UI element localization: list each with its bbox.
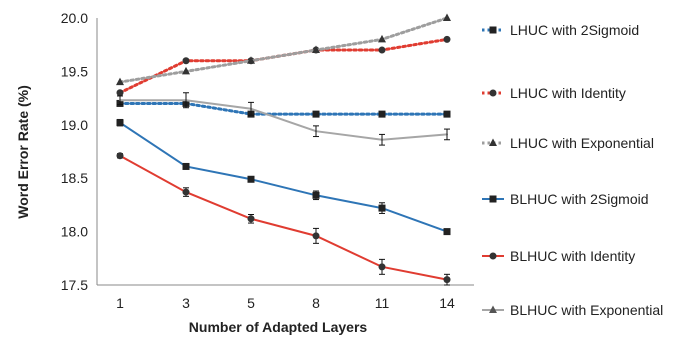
legend-swatch-marker [489, 138, 497, 146]
y-tick-labels: 17.5 18.0 18.5 19.0 19.5 20.0 [61, 10, 88, 293]
series-2 [116, 35, 451, 97]
legend-item: BLHUC with Identity [482, 248, 635, 264]
legend: LHUC with 2Sigmoid LHUC with Identity LHUC… [482, 22, 663, 318]
data-point [378, 46, 386, 54]
legend-swatch-marker [489, 26, 497, 34]
data-point [182, 57, 190, 65]
y-tick-label: 18.5 [61, 170, 88, 186]
data-point [116, 119, 124, 127]
data-point [247, 175, 255, 183]
data-point [312, 110, 320, 118]
data-point [247, 215, 255, 223]
series-1 [116, 99, 451, 118]
legend-label: LHUC with Identity [510, 85, 626, 101]
legend-label: BLHUC with Exponential [510, 302, 663, 318]
legend-item: BLHUC with 2Sigmoid [482, 191, 649, 207]
data-point [443, 110, 451, 118]
legend-label: BLHUC with 2Sigmoid [510, 191, 649, 207]
data-point [247, 56, 255, 64]
y-tick-label: 20.0 [61, 10, 88, 26]
x-tick-labels: 1 3 5 8 11 14 [116, 295, 455, 311]
legend-swatch-marker [489, 195, 497, 203]
series-line [118, 101, 449, 116]
data-point [182, 188, 190, 196]
axes [96, 18, 474, 286]
series-line [119, 99, 448, 141]
y-tick-label: 18.0 [61, 224, 88, 240]
data-point [312, 232, 320, 240]
legend-item: LHUC with Identity [482, 85, 626, 101]
legend-swatch-marker [489, 89, 497, 97]
legend-label: BLHUC with Identity [510, 248, 635, 264]
data-point [182, 66, 190, 75]
y-axis-title: Word Error Rate (%) [15, 85, 31, 219]
legend-item: LHUC with Exponential [482, 135, 654, 151]
data-point [378, 34, 386, 43]
x-tick-label: 8 [312, 295, 320, 311]
series-line [119, 121, 448, 233]
series-5 [116, 152, 451, 286]
y-tick-label: 19.0 [61, 117, 88, 133]
legend-swatch-marker [489, 305, 497, 313]
series-line [118, 16, 449, 84]
data-point [378, 204, 386, 212]
y-tick-label: 17.5 [61, 277, 88, 293]
x-tick-label: 11 [375, 295, 390, 311]
legend-item: BLHUC with Exponential [482, 302, 663, 318]
data-point [378, 110, 386, 118]
data-point [443, 35, 451, 43]
series-line [119, 154, 448, 281]
legend-item: LHUC with 2Sigmoid [482, 22, 639, 38]
data-point [116, 77, 124, 86]
data-point [312, 45, 320, 54]
x-tick-label: 5 [247, 295, 255, 311]
x-tick-label: 14 [439, 295, 455, 311]
legend-swatch-marker [489, 252, 497, 260]
y-tick-label: 19.5 [61, 63, 88, 79]
legend-label: LHUC with 2Sigmoid [510, 22, 639, 38]
series-6 [117, 92, 450, 146]
series-3 [116, 13, 451, 86]
x-axis-title: Number of Adapted Layers [189, 319, 368, 335]
data-point [116, 152, 124, 160]
data-point [378, 263, 386, 271]
legend-label: LHUC with Exponential [510, 135, 654, 151]
data-point [443, 228, 451, 236]
x-tick-label: 1 [116, 295, 124, 311]
x-tick-label: 3 [182, 295, 190, 311]
series-lines [116, 13, 451, 286]
series-line [118, 37, 449, 95]
data-point [312, 191, 320, 199]
series-4 [116, 118, 451, 236]
data-point [443, 13, 451, 21]
data-point [443, 276, 451, 284]
data-point [116, 89, 124, 97]
data-point [182, 162, 190, 170]
